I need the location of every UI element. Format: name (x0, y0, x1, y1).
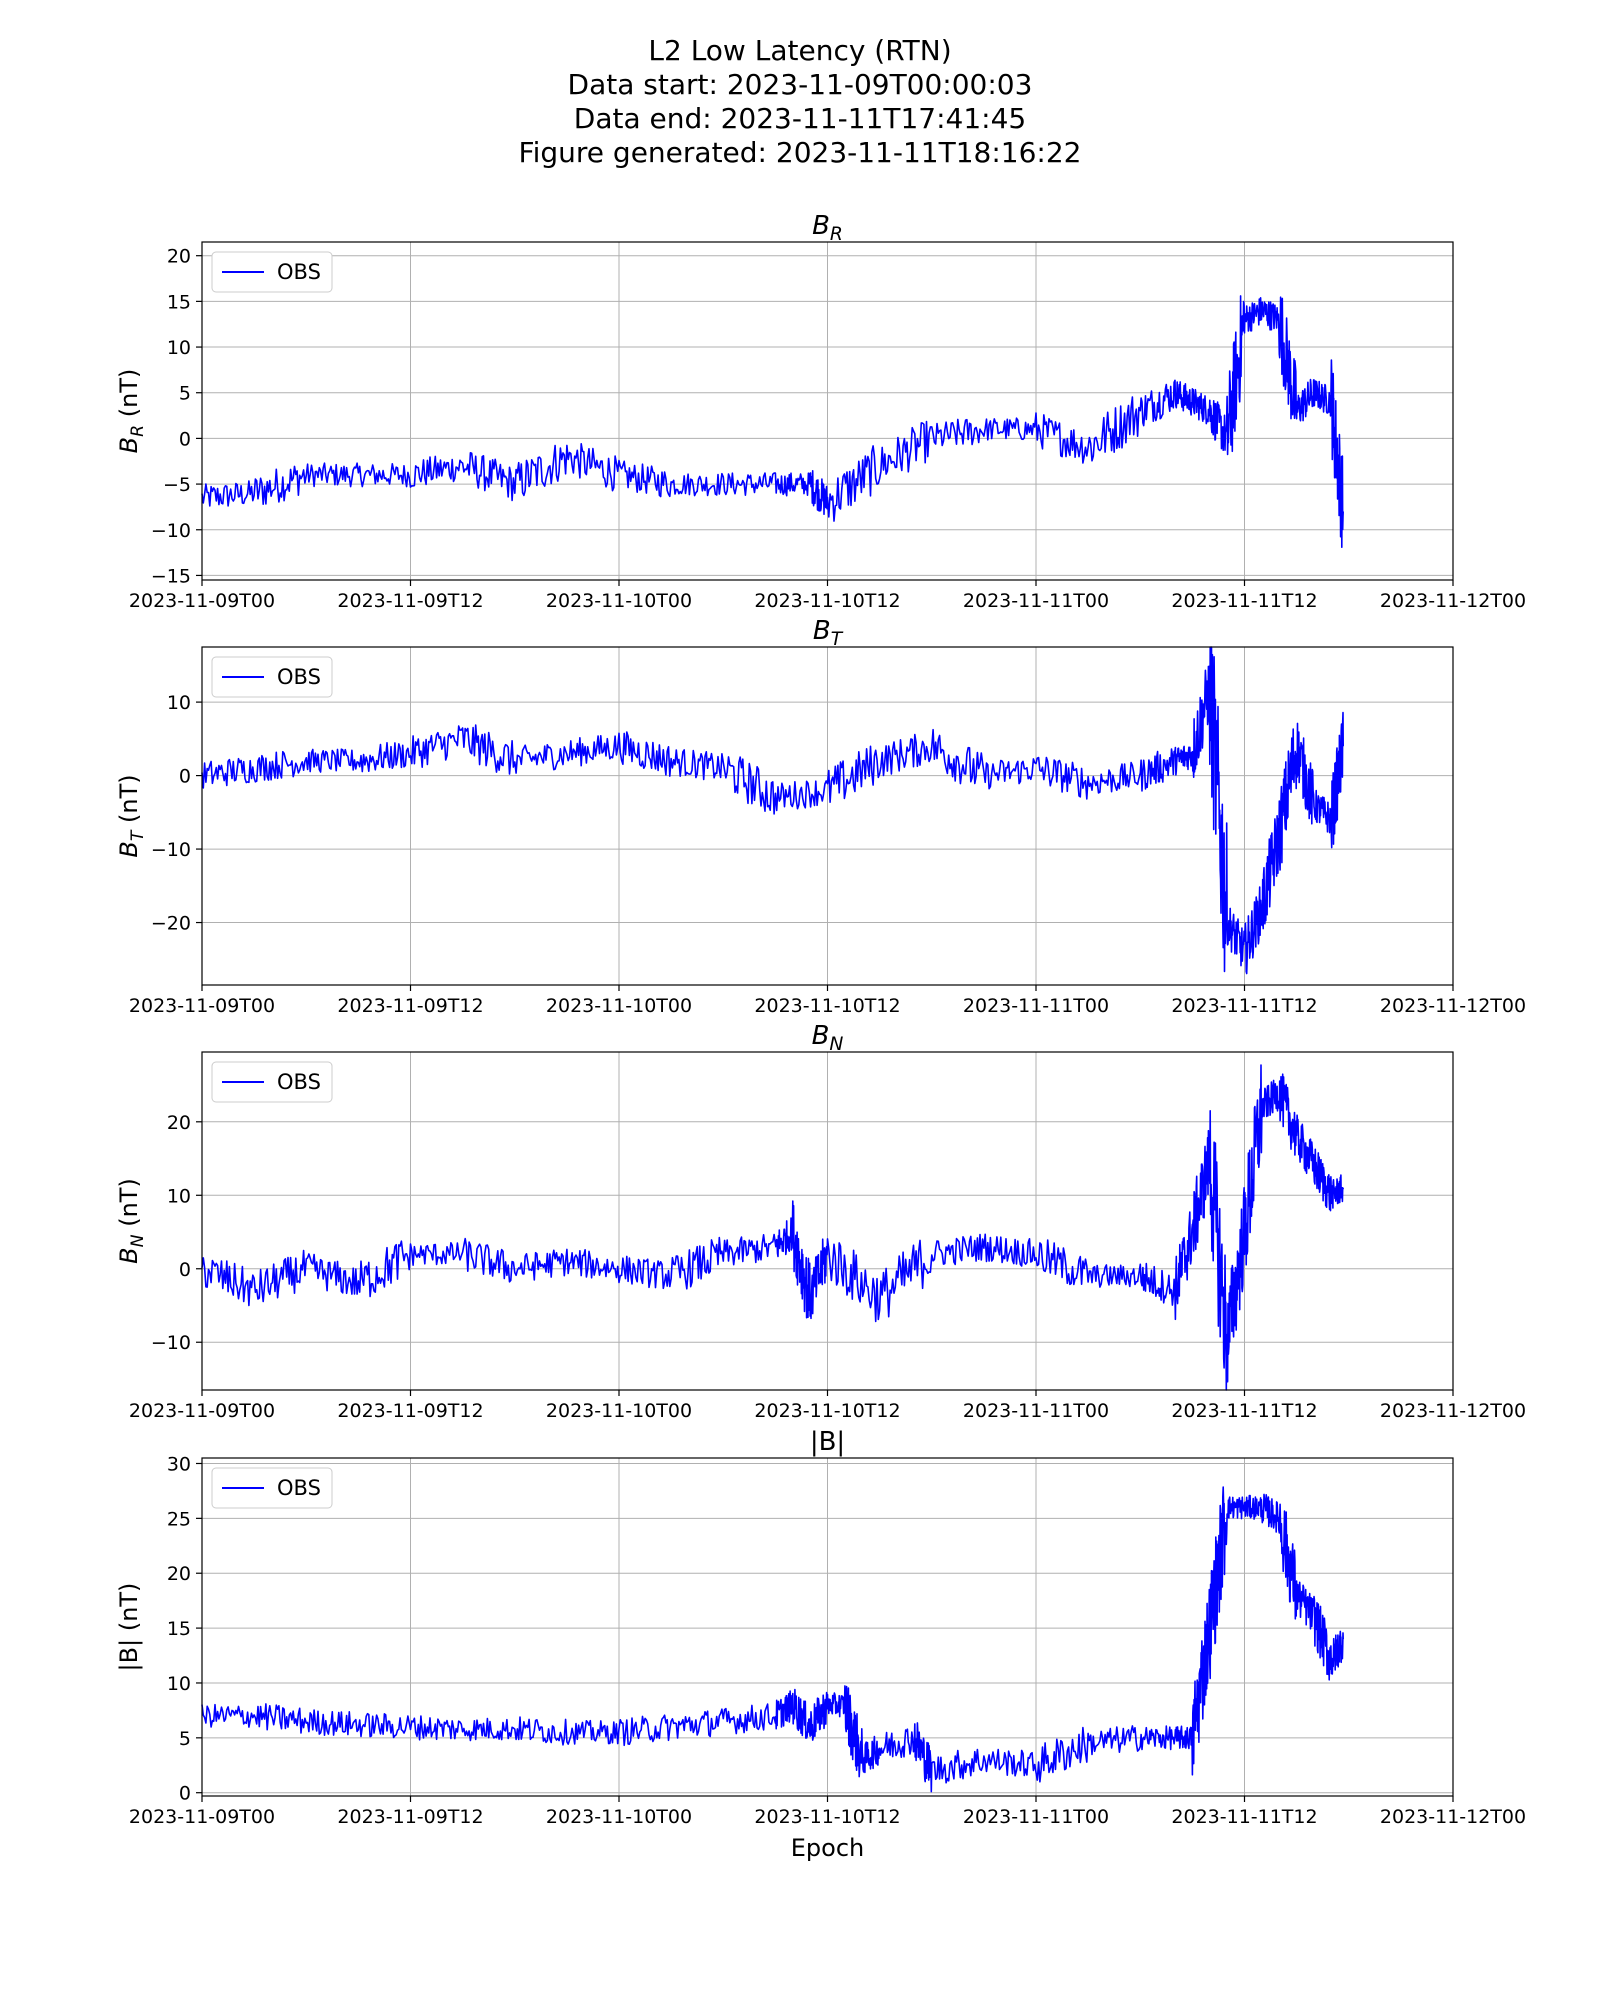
legend-box (211, 1061, 333, 1103)
legend: OBS (211, 1467, 333, 1509)
y-tick-label: 0 (179, 1783, 191, 1805)
x-tick-label: 2023-11-10T12 (754, 1806, 900, 1828)
y-tick-label: −15 (151, 565, 191, 587)
title-line: Data end: 2023-11-11T17:41:45 (573, 102, 1027, 135)
y-tick-label: −5 (163, 474, 191, 496)
title-line: L2 Low Latency (RTN) (648, 34, 952, 67)
series-line-obs (201, 1064, 1344, 1391)
legend-box (211, 1467, 333, 1509)
x-tick-label: 2023-11-11T00 (963, 995, 1109, 1017)
x-tick-label: 2023-11-10T12 (754, 1400, 900, 1422)
x-tick-label: 2023-11-09T12 (337, 995, 483, 1017)
x-tick-label: 2023-11-10T00 (546, 1400, 692, 1422)
legend-label: OBS (277, 1070, 321, 1094)
series-line-obs (201, 295, 1344, 548)
x-tick-label: 2023-11-11T12 (1171, 1806, 1317, 1828)
y-tick-label: 25 (167, 1508, 191, 1530)
x-tick-label: 2023-11-09T12 (337, 1400, 483, 1422)
axes-frame (201, 646, 1454, 986)
title-line: Data start: 2023-11-09T00:00:03 (567, 68, 1033, 101)
legend: OBS (211, 251, 333, 293)
y-tick-label: 20 (167, 246, 191, 268)
x-tick-label: 2023-11-09T12 (337, 590, 483, 612)
legend-label: OBS (277, 665, 321, 689)
title-line: Figure generated: 2023-11-11T18:16:22 (518, 136, 1082, 169)
y-axis-label: BN (nT) (115, 1178, 148, 1264)
x-tick-label: 2023-11-12T00 (1380, 590, 1526, 612)
y-tick-label: 0 (179, 766, 191, 788)
y-tick-label: 10 (167, 1185, 191, 1207)
x-tick-label: 2023-11-12T00 (1380, 1400, 1526, 1422)
x-tick-label: 2023-11-11T12 (1171, 995, 1317, 1017)
y-tick-label: −20 (151, 913, 191, 935)
y-tick-label: 20 (167, 1112, 191, 1134)
legend-box (211, 656, 333, 698)
x-tick-label: 2023-11-11T00 (963, 590, 1109, 612)
y-tick-label: 0 (179, 1259, 191, 1281)
x-tick-label: 2023-11-09T00 (129, 590, 275, 612)
chart-panel-2: BN 2023-11-09T00 2023-11-09T12 2023-11-10T0… (115, 1021, 1526, 1422)
x-axis-label: Epoch (791, 1834, 865, 1862)
y-axis-label: BR (nT) (115, 369, 148, 454)
y-tick-label: 0 (179, 428, 191, 450)
y-tick-label: −10 (151, 839, 191, 861)
x-tick-label: 2023-11-09T00 (129, 995, 275, 1017)
axes-frame (201, 1051, 1454, 1391)
y-tick-label: 5 (179, 383, 191, 405)
y-axis-label: |B| (nT) (115, 1583, 143, 1672)
chart-panel-3: |B| 2023-11-09T00 2023-11-09T12 2023-11-10T… (115, 1427, 1526, 1862)
x-tick-label: 2023-11-10T12 (754, 995, 900, 1017)
x-tick-label: 2023-11-11T12 (1171, 590, 1317, 612)
chart-panel-0: BR 2023-11-09T00 2023-11-09T12 2023-11-10T0… (115, 211, 1526, 612)
figure-title: L2 Low Latency (RTN) Data start: 2023-11… (0, 34, 1600, 170)
x-tick-label: 2023-11-11T00 (963, 1400, 1109, 1422)
x-tick-label: 2023-11-10T00 (546, 590, 692, 612)
y-tick-label: 15 (167, 291, 191, 313)
x-tick-label: 2023-11-09T12 (337, 1806, 483, 1828)
series-line-obs (201, 1486, 1344, 1793)
y-tick-label: −10 (151, 520, 191, 542)
y-tick-label: 15 (167, 1618, 191, 1640)
legend-label: OBS (277, 1476, 321, 1500)
x-tick-label: 2023-11-11T12 (1171, 1400, 1317, 1422)
panel-title: |B| (810, 1427, 845, 1457)
y-tick-label: 10 (167, 692, 191, 714)
x-tick-label: 2023-11-09T00 (129, 1806, 275, 1828)
x-tick-label: 2023-11-10T00 (546, 1806, 692, 1828)
panel-title: BR (812, 211, 843, 245)
y-tick-label: 20 (167, 1563, 191, 1585)
x-tick-label: 2023-11-12T00 (1380, 1806, 1526, 1828)
y-tick-label: 10 (167, 1673, 191, 1695)
panel-title: BN (812, 1021, 844, 1055)
legend: OBS (211, 1061, 333, 1103)
axes-frame (201, 241, 1454, 581)
series-line-obs (201, 646, 1344, 975)
panel-title: BT (813, 616, 844, 650)
axes-frame (201, 1457, 1454, 1797)
y-tick-label: −10 (151, 1332, 191, 1354)
chart-panel-1: BT 2023-11-09T00 2023-11-09T12 2023-11-10T0… (115, 616, 1526, 1017)
x-tick-label: 2023-11-10T00 (546, 995, 692, 1017)
legend-label: OBS (277, 260, 321, 284)
y-axis-label: BT (nT) (115, 774, 148, 857)
y-tick-label: 5 (179, 1728, 191, 1750)
x-tick-label: 2023-11-12T00 (1380, 995, 1526, 1017)
x-tick-label: 2023-11-09T00 (129, 1400, 275, 1422)
legend-box (211, 251, 333, 293)
y-tick-label: 10 (167, 337, 191, 359)
legend: OBS (211, 656, 333, 698)
x-tick-label: 2023-11-11T00 (963, 1806, 1109, 1828)
x-tick-label: 2023-11-10T12 (754, 590, 900, 612)
y-tick-label: 30 (167, 1453, 191, 1475)
